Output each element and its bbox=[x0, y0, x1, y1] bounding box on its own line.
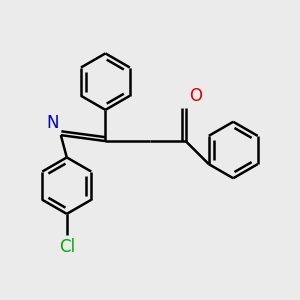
Text: Cl: Cl bbox=[59, 238, 75, 256]
Text: O: O bbox=[189, 87, 202, 105]
Text: N: N bbox=[47, 114, 59, 132]
